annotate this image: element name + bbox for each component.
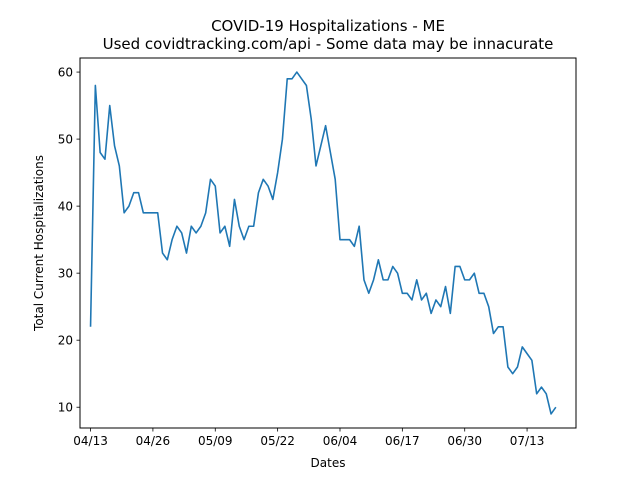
series-line <box>89 71 557 415</box>
x-tick-label: 07/13 <box>510 434 545 448</box>
y-axis-label: Total Current Hospitalizations <box>32 155 46 332</box>
chart-title: COVID-19 Hospitalizations - ME <box>211 17 445 35</box>
x-tick-label: 05/22 <box>260 434 295 448</box>
y-tick-label: 30 <box>58 267 73 281</box>
series-layer <box>89 71 557 415</box>
y-tick-label: 60 <box>58 66 73 80</box>
x-tick-label: 04/26 <box>136 434 171 448</box>
y-tick-label: 50 <box>58 133 73 147</box>
x-tick-label: 04/13 <box>73 434 108 448</box>
plot-frame <box>79 57 577 429</box>
x-tick-label: 05/09 <box>198 434 233 448</box>
x-tick-label: 06/30 <box>447 434 482 448</box>
x-tick-label: 06/04 <box>323 434 358 448</box>
y-tick-label: 10 <box>58 401 73 415</box>
chart-subtitle: Used covidtracking.com/api - Some data m… <box>103 35 554 53</box>
x-tick-label: 06/17 <box>385 434 420 448</box>
y-tick-label: 20 <box>58 334 73 348</box>
y-axis: 10 20 30 40 50 60 <box>58 66 80 415</box>
x-axis-label: Dates <box>311 456 346 470</box>
y-tick-label: 40 <box>58 200 73 214</box>
x-axis: 04/13 04/26 05/09 05/22 06/04 06/17 06/30 07/13 <box>73 428 544 448</box>
